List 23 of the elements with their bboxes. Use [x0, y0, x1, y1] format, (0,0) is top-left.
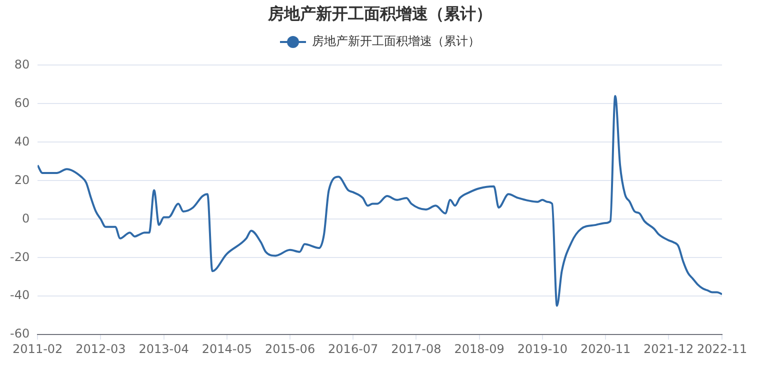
x-tick-label: 2011-02: [12, 342, 63, 356]
y-tick-label: -20: [10, 250, 30, 264]
x-tick-label: 2021-12: [644, 342, 694, 356]
x-tick-label: 2014-05: [202, 342, 252, 356]
chart-title: 房地产新开工面积增速（累计）: [266, 4, 493, 25]
x-tick-label: 2015-06: [264, 342, 316, 356]
y-tick-label: 0: [22, 211, 30, 226]
x-tick-label: 2016-07: [328, 342, 378, 356]
x-tick-label: 2012-03: [76, 342, 126, 356]
x-tick-label: 2019-10: [517, 342, 568, 356]
line-series: [38, 94, 722, 307]
y-tick-label: -60: [10, 326, 30, 341]
x-tick-label: 2013-04: [138, 342, 189, 356]
x-tick-label: 2017-08: [391, 342, 442, 356]
x-tick-label: 2020-11: [580, 342, 631, 356]
x-tick-label: 2022-11: [696, 342, 748, 356]
y-tick-label: 40: [14, 134, 30, 148]
y-tick-label: 20: [14, 172, 30, 187]
y-tick-label: -40: [10, 288, 30, 302]
y-tick-label: 60: [14, 96, 30, 110]
legend-label: 房地产新开工面积增速（累计）: [312, 33, 480, 50]
y-tick-label: 80: [14, 57, 30, 72]
x-tick-label: 2018-09: [454, 342, 504, 356]
